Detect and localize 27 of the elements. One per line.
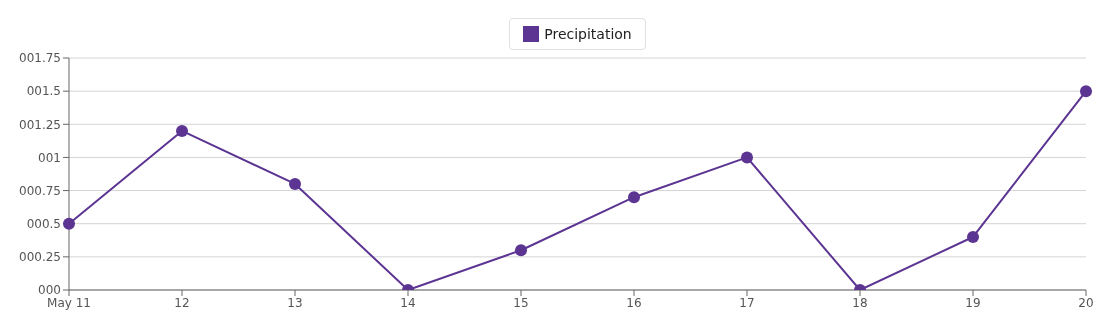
x-tick-label: 20 xyxy=(1078,295,1094,310)
x-tick-label: 16 xyxy=(626,295,642,310)
x-tick-label: 19 xyxy=(965,295,981,310)
y-tick-label: 001.75 xyxy=(19,51,61,66)
y-tick-label: 000.75 xyxy=(19,183,61,198)
point xyxy=(63,217,75,230)
y-tick-label: 001 xyxy=(38,150,61,165)
point xyxy=(741,151,753,164)
x-tick-label: 15 xyxy=(513,295,529,310)
x-tick-label: May 11 xyxy=(47,295,91,310)
point xyxy=(176,124,188,137)
point xyxy=(289,177,301,190)
y-tick-label: 001.5 xyxy=(26,84,61,99)
x-tick-label: 12 xyxy=(174,295,190,310)
y-tick-label: 001.25 xyxy=(19,117,61,132)
point xyxy=(628,191,640,204)
y-tick-label: 000.5 xyxy=(26,216,61,231)
x-tick-label: 18 xyxy=(852,295,868,310)
x-tick-label: 13 xyxy=(287,295,303,310)
point xyxy=(515,244,527,257)
x-tick-label: 14 xyxy=(400,295,416,310)
y-tick-label: 000.25 xyxy=(19,250,61,265)
legend-label: Precipitation xyxy=(544,26,632,42)
y-tick-label: 000 xyxy=(38,283,61,298)
x-tick-label: 17 xyxy=(739,295,755,310)
point xyxy=(1080,85,1092,98)
point xyxy=(967,230,979,243)
